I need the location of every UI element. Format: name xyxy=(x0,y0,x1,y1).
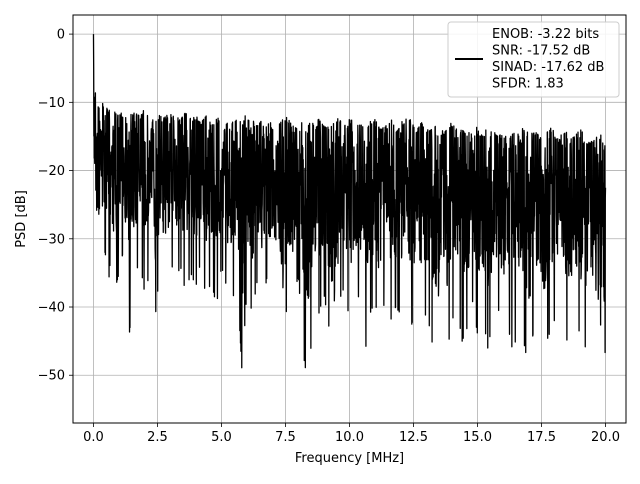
y-tick-label: −30 xyxy=(38,232,65,247)
y-tick-label: −50 xyxy=(38,369,65,384)
x-tick-label: 20.0 xyxy=(591,430,620,445)
x-tick-label: 12.5 xyxy=(399,430,428,445)
y-tick-label: 0 xyxy=(57,28,65,43)
x-axis-label: Frequency [MHz] xyxy=(295,451,404,466)
x-tick-label: 17.5 xyxy=(527,430,556,445)
legend-snr: SNR: -17.52 dB xyxy=(492,44,590,59)
x-tick-label: 5.0 xyxy=(211,430,232,445)
legend-sinad: SINAD: -17.62 dB xyxy=(492,60,604,75)
psd-series-line xyxy=(92,34,607,369)
y-axis-label: PSD [dB] xyxy=(14,190,29,248)
legend-enob: ENOB: -3.22 bits xyxy=(492,27,599,42)
legend-sfdr: SFDR: 1.83 xyxy=(492,77,564,92)
x-tick-label: 0.0 xyxy=(83,430,104,445)
y-tick-label: −10 xyxy=(38,96,65,111)
x-ticks: 0.0 2.5 5.0 7.5 10.0 12.5 15.0 17.5 20.0 xyxy=(83,423,620,445)
y-tick-label: −40 xyxy=(38,301,65,316)
x-tick-label: 7.5 xyxy=(275,430,296,445)
legend-box xyxy=(447,21,620,98)
y-ticks: 0 −10 −20 −30 −40 −50 xyxy=(38,28,73,384)
y-tick-label: −20 xyxy=(38,164,65,179)
x-tick-label: 10.0 xyxy=(335,430,364,445)
x-tick-label: 15.0 xyxy=(463,430,492,445)
series-layer xyxy=(92,34,607,369)
legend: ENOB: -3.22 bits SNR: -17.52 dB SINAD: -… xyxy=(447,21,620,98)
x-tick-label: 2.5 xyxy=(147,430,168,445)
